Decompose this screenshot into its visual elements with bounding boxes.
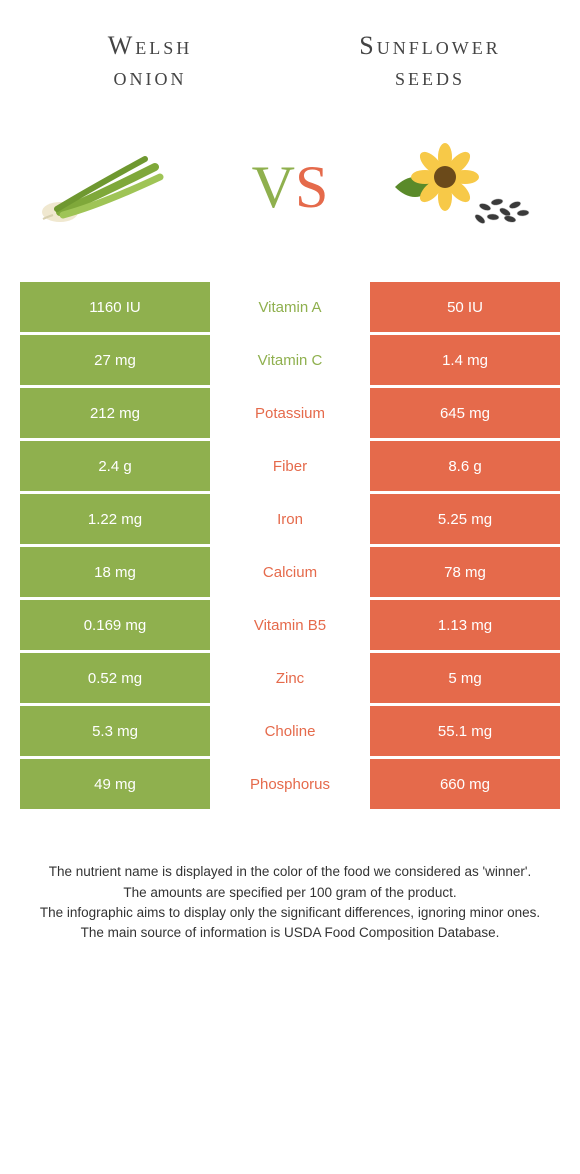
nutrient-row: 1.22 mgIron5.25 mg xyxy=(20,494,560,544)
nutrient-left-value: 212 mg xyxy=(20,388,210,438)
nutrient-name: Phosphorus xyxy=(210,759,370,809)
nutrient-name: Vitamin B5 xyxy=(210,600,370,650)
nutrient-name: Zinc xyxy=(210,653,370,703)
nutrient-right-value: 660 mg xyxy=(370,759,560,809)
nutrient-row: 2.4 gFiber8.6 g xyxy=(20,441,560,491)
nutrient-left-value: 49 mg xyxy=(20,759,210,809)
header: Welsh onion Sunflower seeds xyxy=(0,0,580,102)
nutrient-right-value: 5.25 mg xyxy=(370,494,560,544)
nutrient-left-value: 0.52 mg xyxy=(20,653,210,703)
nutrient-name: Choline xyxy=(210,706,370,756)
nutrient-name: Iron xyxy=(210,494,370,544)
vs-s: S xyxy=(295,154,328,220)
nutrient-left-value: 27 mg xyxy=(20,335,210,385)
nutrient-left-value: 0.169 mg xyxy=(20,600,210,650)
nutrient-right-value: 50 IU xyxy=(370,282,560,332)
sunflower-seeds-image xyxy=(380,132,550,242)
nutrient-right-value: 78 mg xyxy=(370,547,560,597)
nutrient-row: 212 mgPotassium645 mg xyxy=(20,388,560,438)
nutrient-left-value: 5.3 mg xyxy=(20,706,210,756)
nutrient-name: Calcium xyxy=(210,547,370,597)
nutrient-row: 0.169 mgVitamin B51.13 mg xyxy=(20,600,560,650)
nutrient-row: 27 mgVitamin C1.4 mg xyxy=(20,335,560,385)
nutrient-right-value: 5 mg xyxy=(370,653,560,703)
vs-v: V xyxy=(252,154,295,220)
left-title-line1: Welsh xyxy=(108,31,193,60)
vs-label: VS xyxy=(252,153,329,222)
nutrient-right-value: 645 mg xyxy=(370,388,560,438)
right-title-line1: Sunflower xyxy=(359,31,500,60)
nutrient-row: 18 mgCalcium78 mg xyxy=(20,547,560,597)
footer-line3: The infographic aims to display only the… xyxy=(30,903,550,923)
left-title: Welsh onion xyxy=(50,30,250,92)
nutrient-row: 1160 IUVitamin A50 IU xyxy=(20,282,560,332)
nutrient-table: 1160 IUVitamin A50 IU27 mgVitamin C1.4 m… xyxy=(0,282,580,809)
nutrient-name: Vitamin C xyxy=(210,335,370,385)
nutrient-name: Fiber xyxy=(210,441,370,491)
nutrient-right-value: 1.4 mg xyxy=(370,335,560,385)
nutrient-name: Vitamin A xyxy=(210,282,370,332)
footer-line1: The nutrient name is displayed in the co… xyxy=(30,862,550,882)
nutrient-right-value: 1.13 mg xyxy=(370,600,560,650)
right-title: Sunflower seeds xyxy=(330,30,530,92)
left-title-line2: onion xyxy=(114,62,187,91)
nutrient-left-value: 1160 IU xyxy=(20,282,210,332)
footer-notes: The nutrient name is displayed in the co… xyxy=(0,812,580,943)
welsh-onion-image xyxy=(30,132,200,242)
nutrient-row: 5.3 mgCholine55.1 mg xyxy=(20,706,560,756)
footer-line2: The amounts are specified per 100 gram o… xyxy=(30,883,550,903)
vs-row: VS xyxy=(0,102,580,282)
right-title-line2: seeds xyxy=(395,62,465,91)
nutrient-left-value: 18 mg xyxy=(20,547,210,597)
nutrient-name: Potassium xyxy=(210,388,370,438)
nutrient-left-value: 1.22 mg xyxy=(20,494,210,544)
nutrient-left-value: 2.4 g xyxy=(20,441,210,491)
nutrient-row: 0.52 mgZinc5 mg xyxy=(20,653,560,703)
footer-line4: The main source of information is USDA F… xyxy=(30,923,550,943)
nutrient-row: 49 mgPhosphorus660 mg xyxy=(20,759,560,809)
nutrient-right-value: 8.6 g xyxy=(370,441,560,491)
nutrient-right-value: 55.1 mg xyxy=(370,706,560,756)
